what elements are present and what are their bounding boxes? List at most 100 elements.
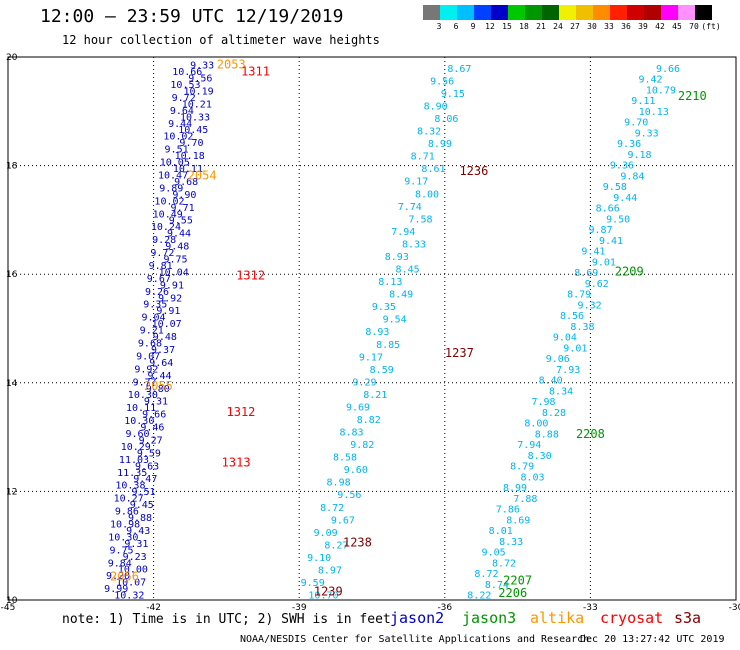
color-scale-swatch <box>491 5 508 20</box>
wave-height-value: 9.33 <box>190 61 214 72</box>
wave-height-value: 9.44 <box>167 229 191 240</box>
wave-height-value: 10.11 <box>126 403 156 414</box>
wave-height-value: 9.84 <box>108 558 132 569</box>
units-note: note: 1) Time is in UTC; 2) SWH is in fe… <box>62 612 391 627</box>
wave-height-value: 7.86 <box>496 505 520 516</box>
wave-height-value: 7.74 <box>398 202 422 213</box>
wave-height-value: 8.58 <box>333 453 357 464</box>
wave-height-value: 8.21 <box>363 390 387 401</box>
wave-height-value: 8.72 <box>474 569 498 580</box>
wave-height-value: 10.00 <box>118 565 148 576</box>
color-scale-swatch <box>627 5 644 20</box>
wave-height-value: 10.53 <box>170 80 200 91</box>
wave-height-value: 8.71 <box>411 152 435 163</box>
color-scale-label: 15 <box>502 22 512 31</box>
wave-height-value: 10.33 <box>180 112 210 123</box>
footer-organization: NOAA/NESDIS Center for Satellite Applica… <box>240 634 590 645</box>
wave-height-value: 9.36 <box>610 161 634 172</box>
wave-height-value: 9.58 <box>603 182 627 193</box>
wave-height-value: 9.84 <box>620 171 644 182</box>
wave-height-value: 9.48 <box>165 242 189 253</box>
wave-height-value: 8.49 <box>389 290 413 301</box>
wave-height-value: 9.35 <box>143 300 167 311</box>
wave-height-value: 9.87 <box>589 225 613 236</box>
legend-jason3: jason3 <box>462 609 517 627</box>
color-scale-label: 45 <box>672 22 682 31</box>
pass-time-label: 1312 <box>236 268 265 282</box>
pass-time-label: 2053 <box>217 58 246 72</box>
wave-height-value: 9.41 <box>581 247 605 258</box>
wave-height-value: 9.18 <box>627 150 651 161</box>
wave-height-value: 10.79 <box>646 85 676 96</box>
pass-time-label: 2207 <box>503 573 532 587</box>
wave-height-value: 10.30 <box>108 532 138 543</box>
wave-height-value: 9.33 <box>635 128 659 139</box>
wave-height-value: 9.27 <box>139 435 163 446</box>
legend-jason2: jason2 <box>390 609 445 627</box>
wave-height-value: 9.70 <box>624 118 648 129</box>
wave-height-value: 9.64 <box>149 358 173 369</box>
wave-height-value: 10.30 <box>124 416 154 427</box>
page-title: 12:00 — 23:59 UTC 12/19/2019 <box>40 6 344 27</box>
wave-height-value: 9.68 <box>138 339 162 350</box>
wave-height-value: 8.99 <box>428 139 452 150</box>
wave-height-value: 9.77 <box>133 377 157 388</box>
wave-height-value: 8.22 <box>467 591 491 602</box>
wave-height-value: 9.89 <box>159 183 183 194</box>
wave-height-value: 10.04 <box>159 267 189 278</box>
legend-altika: altika <box>530 609 585 627</box>
pass-time-label: 1239 <box>314 584 343 598</box>
color-scale-swatch <box>525 5 542 20</box>
color-scale-label: 33 <box>604 22 614 31</box>
wave-height-value: 9.42 <box>638 75 662 86</box>
wave-height-value: 9.72 <box>150 248 174 259</box>
pass-time-label: 2210 <box>678 89 707 103</box>
wave-height-value: 9.92 <box>158 293 182 304</box>
wave-height-value: 9.31 <box>144 397 168 408</box>
wave-height-value: 8.61 <box>421 164 445 175</box>
wave-height-value: 8.66 <box>596 204 620 215</box>
wave-height-value: 10.45 <box>178 125 208 136</box>
wave-height-value: 8.00 <box>415 189 439 200</box>
wave-height-value: 9.54 <box>383 315 407 326</box>
wave-height-value: 8.56 <box>560 311 584 322</box>
color-scale-label: 24 <box>553 22 563 31</box>
color-scale-label: 36 <box>621 22 631 31</box>
pass-time-label: 1311 <box>241 65 270 79</box>
wave-height-value: 8.59 <box>370 365 394 376</box>
wave-height-value: 9.88 <box>128 513 152 524</box>
wave-height-value: 8.69 <box>574 268 598 279</box>
wave-height-value: 10.32 <box>114 591 144 602</box>
wave-height-value: 9.63 <box>135 461 159 472</box>
wave-height-value: 10.02 <box>163 132 193 143</box>
wave-height-value: 8.72 <box>492 558 516 569</box>
wave-height-value: 8.79 <box>510 462 534 473</box>
color-scale-swatch <box>508 5 525 20</box>
wave-height-value: 10.02 <box>154 196 184 207</box>
color-scale-label: 12 <box>485 22 495 31</box>
color-scale-swatch <box>423 5 440 20</box>
map-frame <box>7 56 737 601</box>
wave-height-value: 9.99 <box>104 584 128 595</box>
wave-height-value: 9.44 <box>168 119 192 130</box>
wave-height-value: 9.06 <box>546 354 570 365</box>
wave-height-value: 8.01 <box>489 526 513 537</box>
wave-height-value: 9.29 <box>352 377 376 388</box>
wave-height-value: 9.43 <box>126 526 150 537</box>
wave-height-value: 9.80 <box>146 384 170 395</box>
wave-height-value: 8.93 <box>365 327 389 338</box>
wave-height-value: 9.32 <box>578 300 602 311</box>
wave-height-value: 9.26 <box>145 287 169 298</box>
wave-height-value: 8.40 <box>539 376 563 387</box>
color-scale-label: 42 <box>655 22 665 31</box>
wave-height-value: 8.27 <box>324 540 348 551</box>
wave-height-value: 9.17 <box>404 177 428 188</box>
wave-height-value: 9.09 <box>314 528 338 539</box>
wave-height-value: 9.15 <box>441 89 465 100</box>
wave-height-value: 10.24 <box>151 222 181 233</box>
wave-height-value: 10.27 <box>114 494 144 505</box>
wave-height-value: 9.46 <box>140 423 164 434</box>
wave-height-value: 9.04 <box>141 313 165 324</box>
wave-height-value: 7.93 <box>556 365 580 376</box>
